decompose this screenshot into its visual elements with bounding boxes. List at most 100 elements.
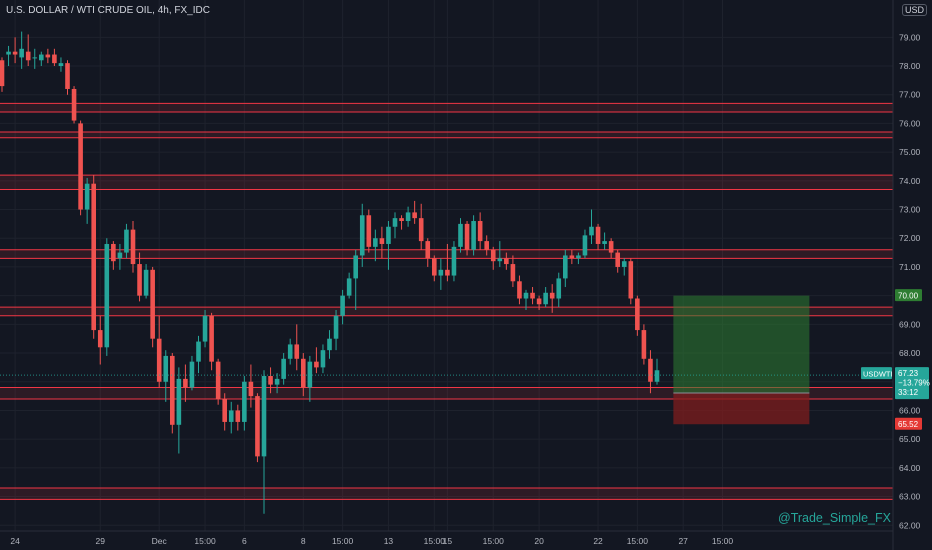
stop-price-badge-bg [895, 417, 922, 430]
candle-body [320, 350, 326, 368]
candle-body [353, 255, 358, 279]
candle-body [163, 355, 169, 382]
candle-body [477, 221, 483, 242]
sr-zone [0, 249, 893, 259]
candle-body [569, 255, 575, 259]
time-tick-label: 29 [96, 536, 106, 546]
price-tick-label: 71.00 [899, 262, 921, 272]
price-tick-label: 76.00 [899, 118, 921, 128]
time-tick-label: 20 [534, 536, 544, 546]
candle-body [111, 243, 116, 262]
candle-body [25, 51, 31, 61]
candle-body [497, 258, 503, 262]
price-tick-label: 73.00 [899, 205, 921, 215]
candle-body [399, 218, 404, 222]
candle-body [576, 255, 581, 259]
candle-body [340, 295, 345, 316]
candle-body [458, 223, 463, 247]
candle-body [373, 238, 378, 247]
candle-body [12, 51, 18, 55]
candle-body [97, 330, 103, 348]
candle-body [19, 48, 24, 58]
target-price-badge-bg [895, 289, 922, 302]
candle-body [517, 281, 522, 299]
price-tick-label: 72.00 [899, 233, 921, 243]
candle-body [608, 241, 614, 253]
candle-body [563, 255, 568, 279]
candle-body [536, 298, 542, 305]
candle-body [248, 381, 254, 397]
chart-title: U.S. DOLLAR / WTI CRUDE OIL, 4h, FX_IDC [6, 5, 210, 16]
time-tick-label: 8 [301, 536, 306, 546]
time-tick-label: Dec [152, 536, 168, 546]
candle-body [189, 361, 195, 388]
candle-body [0, 60, 5, 87]
candle-body [104, 243, 110, 348]
candle-body [523, 292, 529, 299]
candle-body [307, 361, 313, 388]
candle-body [156, 338, 162, 382]
candle-body [91, 183, 96, 331]
candle-body [78, 123, 83, 210]
time-tick-label: 13 [384, 536, 394, 546]
time-tick-label: 22 [593, 536, 603, 546]
candle-body [314, 361, 319, 368]
candle-body [543, 292, 548, 305]
candle-body [45, 54, 51, 58]
long-position-tool[interactable] [673, 295, 810, 425]
price-tick-label: 75.00 [899, 147, 921, 157]
price-tick-label: 69.00 [899, 319, 921, 329]
last-price-change: −13.79% [898, 379, 930, 388]
candle-body [405, 212, 411, 222]
candle-body [582, 235, 588, 256]
candle-body [346, 278, 352, 296]
candle-body [628, 261, 634, 299]
candle-body [386, 226, 391, 244]
profit-zone [673, 295, 810, 393]
candle-body [641, 330, 647, 359]
candle-body [65, 63, 70, 89]
candle-body [196, 341, 201, 362]
candle-body [117, 252, 123, 259]
candle-body [32, 57, 38, 59]
candle-body [327, 338, 332, 351]
candle-body [183, 378, 188, 388]
last-price-value: 67.23 [898, 369, 919, 378]
candle-body [589, 226, 594, 236]
candle-body [202, 315, 208, 342]
candle-body [379, 238, 385, 244]
time-tick-label: 15:00 [712, 536, 734, 546]
time-tick-label: 6 [242, 536, 247, 546]
candle-body [124, 229, 129, 253]
candle-body [242, 381, 247, 422]
symbol-badge-bg [861, 367, 892, 380]
candle-body [301, 358, 306, 388]
candle-body [392, 218, 398, 227]
candle-body [635, 298, 640, 331]
time-tick-label: 15:00 [194, 536, 216, 546]
candle-body [294, 344, 300, 359]
time-tick-label: 15 [443, 536, 453, 546]
candle-body [621, 261, 627, 267]
price-tick-label: 62.00 [899, 520, 921, 530]
candle-body [654, 370, 660, 382]
price-tick-label: 63.00 [899, 492, 921, 502]
candle-body [130, 229, 136, 265]
candle-body [209, 315, 214, 362]
bar-countdown: 33:12 [898, 388, 919, 397]
time-tick-label: 15:00 [483, 536, 505, 546]
candle-body [451, 246, 457, 276]
candle-body [333, 315, 339, 339]
price-tick-label: 68.00 [899, 348, 921, 358]
sr-zone [0, 387, 893, 399]
candle-body [39, 54, 44, 61]
candle-body [261, 376, 267, 457]
candle-body [281, 358, 286, 379]
watermark: @Trade_Simple_FX [778, 511, 891, 525]
currency-badge[interactable]: USD [902, 4, 928, 16]
candle-body [556, 278, 562, 299]
